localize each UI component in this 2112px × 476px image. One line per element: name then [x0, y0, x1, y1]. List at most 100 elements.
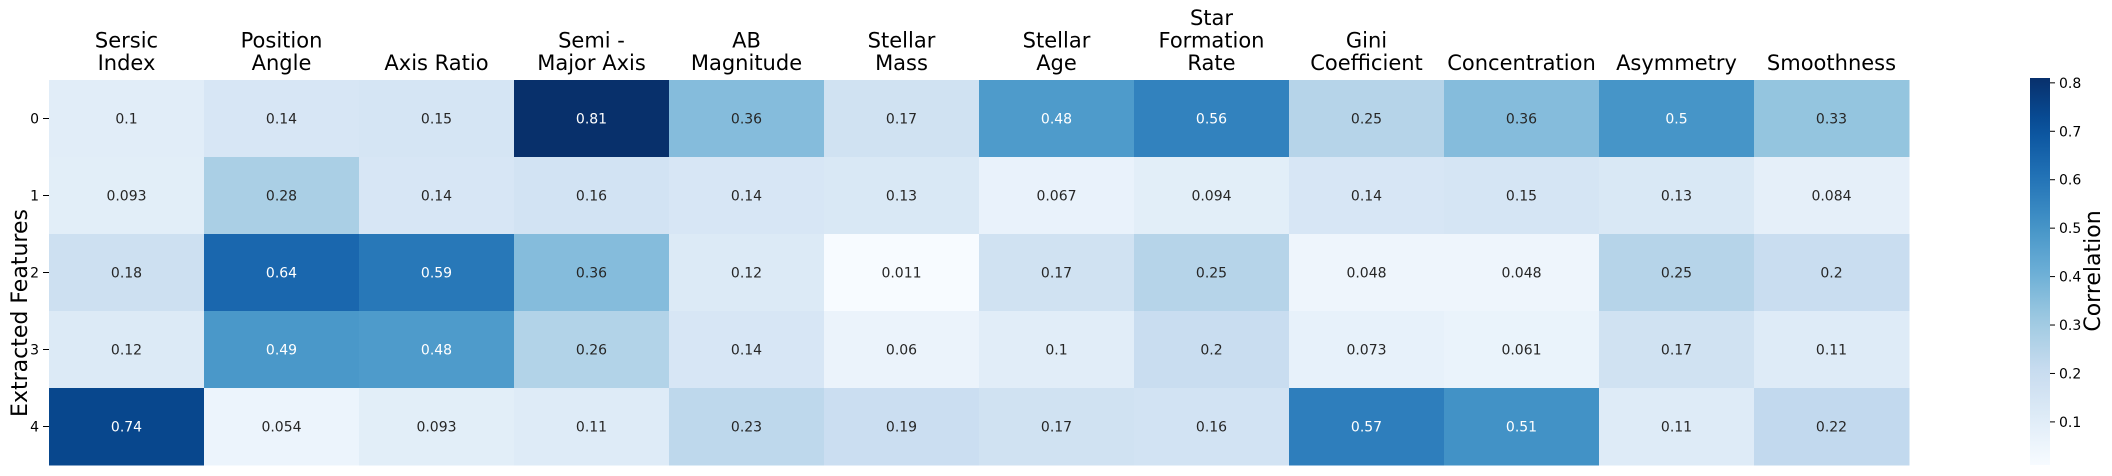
heatmap-cell	[1444, 388, 1600, 466]
colorbar: 0.1 0.2 0.3 0.4 0.5 0.6 0.7 0.8 Correlation	[2030, 76, 2106, 465]
cell-value-label: 0.12	[111, 343, 142, 359]
heatmap-cell	[979, 234, 1135, 312]
heatmap-cell	[49, 311, 205, 389]
cell-value-label: 0.011	[881, 266, 921, 282]
heatmap-cell	[824, 234, 980, 312]
heatmap-cell	[1134, 157, 1290, 235]
column-header: Coefficient	[1310, 51, 1423, 75]
heatmap-cell	[1599, 311, 1755, 389]
heatmap-cell	[514, 157, 670, 235]
row-label: 0	[30, 112, 39, 128]
colorbar-tick-label: 0.3	[2059, 318, 2081, 334]
column-header: Semi -	[558, 29, 625, 53]
heatmap-cell	[669, 311, 825, 389]
heatmap-cell	[1134, 311, 1290, 389]
heatmap-cell	[1754, 157, 1910, 235]
y-axis-label: Extracted Features	[8, 209, 33, 417]
heatmap-cell	[1599, 388, 1755, 466]
cell-value-label: 0.093	[106, 189, 146, 205]
cell-value-label: 0.048	[1501, 266, 1541, 282]
column-header: AB	[732, 29, 761, 53]
heatmap-cell	[359, 311, 515, 389]
cell-value-label: 0.22	[1816, 420, 1847, 436]
cell-value-label: 0.26	[576, 343, 607, 359]
cell-value-label: 0.56	[1196, 112, 1227, 128]
cell-value-label: 0.16	[576, 189, 607, 205]
heatmap-cell	[1444, 234, 1600, 312]
cell-value-label: 0.093	[416, 420, 456, 436]
cell-value-label: 0.81	[576, 112, 607, 128]
cell-value-label: 0.14	[266, 112, 297, 128]
cell-value-label: 0.74	[111, 420, 142, 436]
heatmap-cell	[1599, 234, 1755, 312]
cell-value-label: 0.094	[1191, 189, 1231, 205]
cell-value-label: 0.17	[1661, 343, 1692, 359]
heatmap-cell	[359, 80, 515, 158]
colorbar-tick-label: 0.2	[2059, 366, 2081, 382]
colorbar-tick-label: 0.5	[2059, 221, 2081, 237]
heatmap-cell	[669, 157, 825, 235]
cell-value-label: 0.13	[1661, 189, 1692, 205]
cell-value-label: 0.36	[1506, 112, 1537, 128]
heatmap-cell	[824, 80, 980, 158]
cell-value-label: 0.25	[1661, 266, 1692, 282]
row-label: 3	[30, 343, 39, 359]
heatmap-cell	[359, 388, 515, 466]
colorbar-label: Correlation	[2081, 210, 2106, 331]
heatmap-cell	[979, 80, 1135, 158]
cell-value-label: 0.15	[421, 112, 452, 128]
column-header: Asymmetry	[1616, 51, 1737, 75]
cell-value-label: 0.15	[1506, 189, 1537, 205]
colorbar-tick-label: 0.8	[2059, 76, 2081, 92]
cell-value-label: 0.11	[1816, 343, 1847, 359]
heatmap-cell	[204, 388, 360, 466]
cell-value-label: 0.13	[886, 189, 917, 205]
heatmap-cell	[979, 388, 1135, 466]
cell-value-label: 0.11	[576, 420, 607, 436]
cell-value-label: 0.16	[1196, 420, 1227, 436]
heatmap-cell	[1289, 157, 1445, 235]
colorbar-gradient	[2030, 78, 2050, 465]
cell-value-label: 0.2	[1200, 343, 1222, 359]
row-label: 2	[30, 266, 39, 282]
heatmap-cell	[1754, 80, 1910, 158]
colorbar-tick-label: 0.7	[2059, 124, 2081, 140]
column-header: Gini	[1346, 29, 1387, 53]
cell-value-label: 0.25	[1196, 266, 1227, 282]
heatmap-cell	[359, 157, 515, 235]
heatmap-cell	[1754, 311, 1910, 389]
heatmap-cell	[1599, 80, 1755, 158]
cell-value-label: 0.36	[731, 112, 762, 128]
cell-value-label: 0.28	[266, 189, 297, 205]
heatmap-cell	[514, 80, 670, 158]
cell-value-label: 0.49	[266, 343, 297, 359]
cell-value-label: 0.14	[731, 189, 762, 205]
cell-value-label: 0.11	[1661, 420, 1692, 436]
column-header: Star	[1190, 6, 1233, 30]
column-header: Age	[1036, 51, 1077, 75]
row-label: 1	[30, 189, 39, 205]
cell-value-label: 0.1	[115, 112, 137, 128]
heatmap-cell	[49, 157, 205, 235]
cell-value-label: 0.33	[1816, 112, 1847, 128]
column-header: Mass	[875, 51, 928, 75]
heatmap-cell	[1444, 80, 1600, 158]
cell-value-label: 0.14	[421, 189, 452, 205]
cell-value-label: 0.48	[421, 343, 452, 359]
heatmap-cell	[514, 388, 670, 466]
row-labels: 0 1 2 3 4	[30, 112, 49, 436]
cell-value-label: 0.5	[1665, 112, 1687, 128]
cell-value-label: 0.23	[731, 420, 762, 436]
colorbar-tick-label: 0.1	[2059, 415, 2081, 431]
heatmap-cell	[1754, 234, 1910, 312]
cell-value-label: 0.19	[886, 420, 917, 436]
heatmap-cell	[1444, 311, 1600, 389]
cell-value-label: 0.054	[261, 420, 301, 436]
column-header: Angle	[252, 51, 312, 75]
cell-value-label: 0.51	[1506, 420, 1537, 436]
column-header: Magnitude	[691, 51, 802, 75]
column-header: Concentration	[1447, 51, 1596, 75]
cell-value-label: 0.25	[1351, 112, 1382, 128]
heatmap-cell	[824, 388, 980, 466]
